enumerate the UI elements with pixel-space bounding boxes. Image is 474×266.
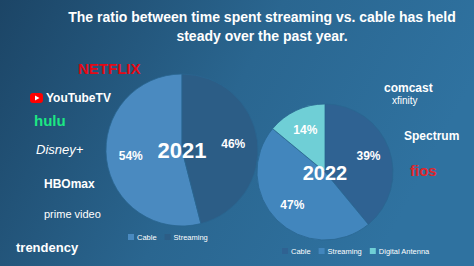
logo-text: NETFLIX — [78, 60, 141, 77]
logo-icon — [35, 96, 40, 101]
legend: Cable Streaming Digital Antenna — [282, 247, 430, 256]
pie-title: 2021 — [158, 138, 207, 163]
logos: NETFLIX YouTubeTV hulu Disney+ HBOmax prime v… — [30, 60, 459, 220]
legend-label: Streaming — [174, 233, 208, 242]
data-label: 46% — [221, 137, 245, 151]
data-label: 47% — [280, 198, 304, 212]
background — [0, 0, 474, 266]
logo-icon — [30, 93, 43, 103]
page: {"title": ["The ratio between time spent… — [0, 0, 474, 266]
chart-root: The ratio between time spent streaming v… — [0, 0, 474, 266]
logo-text: YouTubeTV — [46, 91, 111, 105]
logo-text: hulu — [34, 112, 66, 129]
logo-text: HBOmax — [44, 177, 95, 191]
title: The ratio between time spent streaming v… — [68, 9, 455, 25]
legend-swatch — [128, 234, 134, 240]
logo-text: fios — [410, 162, 437, 179]
data-label: 39% — [356, 149, 380, 163]
legend-label: Digital Antenna — [379, 247, 430, 256]
legend-swatch — [319, 248, 325, 254]
logo-text: xfinity — [392, 95, 418, 106]
pie-chart — [106, 74, 258, 226]
legend-swatch — [282, 248, 288, 254]
logo-text: Disney+ — [36, 142, 84, 157]
title: steady over the past year. — [176, 28, 347, 44]
pie-chart — [257, 104, 393, 240]
logo-text: comcast — [384, 81, 433, 95]
data-label: 54% — [119, 149, 143, 163]
legend-swatch — [165, 234, 171, 240]
legend-label: Cable — [137, 233, 157, 242]
logo-text: prime video — [44, 208, 101, 220]
legend-swatch — [370, 248, 376, 254]
logo-text: Spectrum — [404, 129, 459, 143]
brand: trendency — [16, 240, 79, 255]
title-group: The ratio between time spent streaming v… — [68, 9, 455, 44]
legend: Cable Streaming — [128, 233, 208, 242]
pie-title: 2022 — [303, 162, 348, 184]
data-label: 14% — [293, 123, 317, 137]
legend-label: Cable — [291, 247, 311, 256]
legend-label: Streaming — [328, 247, 362, 256]
